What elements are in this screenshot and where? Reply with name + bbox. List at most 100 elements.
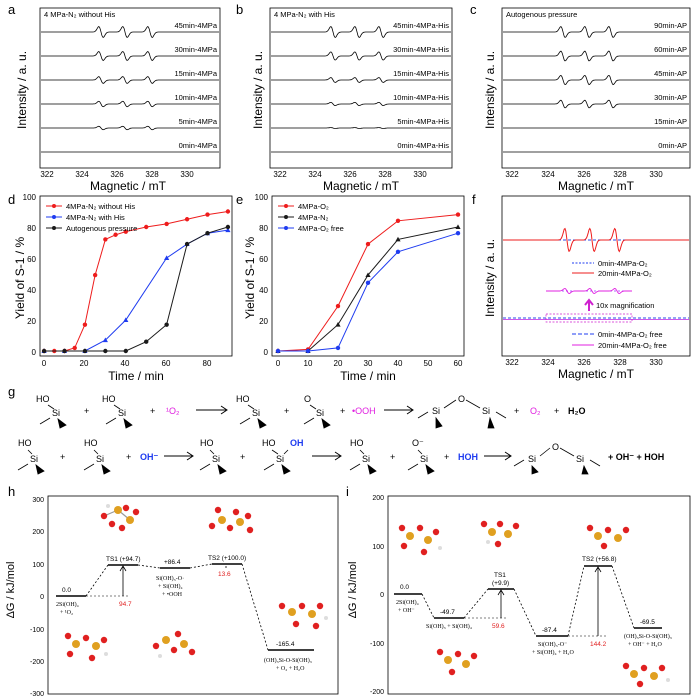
i-ytick-0: 0	[380, 592, 384, 599]
epr-trace-label: 0min-4MPa-His	[397, 141, 449, 150]
i-molecule-int1	[436, 648, 478, 676]
h-barrier-1: 94.7	[119, 601, 132, 608]
silanol-bonds	[17, 449, 45, 475]
data-point	[164, 221, 169, 227]
silanol-1: HO Si	[36, 394, 67, 429]
epr-trace	[41, 76, 219, 84]
i-ts1-value: (+9.9)	[492, 580, 509, 587]
panel-letter-g: g	[8, 384, 15, 399]
legend-label: 4MPa-N₂	[298, 213, 329, 222]
data-point	[113, 232, 118, 237]
legend-marker	[52, 226, 56, 230]
data-point	[184, 217, 190, 222]
panel-f-xtick-330: 330	[649, 358, 663, 367]
epr-trace	[271, 51, 451, 61]
panel-f-xtick-322: 322	[505, 358, 519, 367]
panel-d-xtick-60: 60	[162, 359, 171, 368]
i-ytick-200: 200	[372, 495, 384, 502]
epr-trace-label: 60min-AP	[654, 45, 687, 54]
panel-e-ytick-20: 20	[259, 317, 268, 326]
h-ts2-label: TS2 (+100.0)	[208, 555, 246, 562]
h-prod-label: -165.4	[276, 641, 295, 648]
h-ytick-minus300: -300	[30, 691, 44, 698]
i-ytick-minus200: -200	[370, 689, 384, 696]
o-label: O	[458, 394, 465, 404]
si-label: Si	[576, 454, 584, 464]
panel-e-ytick-60: 60	[259, 255, 268, 264]
si-label: Si	[432, 406, 440, 416]
ho-label: HO	[18, 438, 32, 448]
panel-c-xtick-330: 330	[649, 170, 663, 179]
pentacoord-bonds	[263, 449, 291, 475]
silanol-bonds	[239, 404, 267, 429]
epr-trace	[271, 26, 451, 38]
panel-f-frame	[501, 195, 691, 357]
o-label: O	[552, 442, 559, 452]
plus-3: +	[284, 406, 289, 416]
h-molecule-int	[152, 630, 196, 658]
panel-d-ytick-100: 100	[23, 193, 37, 202]
epr-trace	[271, 77, 451, 83]
panel-e-frame	[271, 195, 465, 357]
i-species-int1: Si(OH)₃ + Si(OH)₄	[426, 623, 472, 630]
ho-label: HO	[84, 438, 98, 448]
panel-c-xlabel: Magnetic / mT	[558, 179, 635, 193]
epr-trace	[503, 50, 689, 62]
h-molecule-ts2	[208, 506, 254, 534]
data-point	[205, 212, 210, 217]
water-product: H₂O	[568, 406, 586, 416]
o-label: O	[304, 394, 311, 404]
epr-trace-label: 15min-AP	[654, 117, 687, 126]
panel-d-xlabel: Time / min	[108, 369, 164, 383]
panel-c-xtick-326: 326	[577, 170, 591, 179]
data-point	[123, 317, 129, 322]
data-point	[395, 249, 401, 254]
panel-d-xtick-0: 0	[42, 359, 47, 368]
si-label: Si	[482, 406, 490, 416]
silanol-d: HO Si	[349, 438, 377, 475]
panel-f-xtick-328: 328	[613, 358, 627, 367]
singlet-oxygen: ¹O₂	[166, 406, 180, 416]
panel-f-xtick-324: 324	[541, 358, 555, 367]
i-molecule-reactant	[398, 524, 442, 556]
plus-b: +	[126, 452, 131, 462]
panel-letter-b: b	[236, 2, 243, 17]
h-ytick-100: 100	[32, 562, 44, 569]
ho-label: HO	[200, 438, 214, 448]
data-point	[62, 348, 67, 354]
i-ts2-label: TS2 (+56.8)	[582, 556, 617, 563]
f-trace-20min-o2-free-magnified	[546, 288, 632, 294]
legend-marker	[284, 204, 288, 208]
epr-trace	[41, 125, 219, 131]
h-species-int-3: + •OOH	[162, 592, 183, 598]
data-point	[164, 322, 169, 327]
silanol-c: HO Si	[199, 438, 227, 475]
epr-trace-label: 45min-4MPa-His	[393, 21, 449, 30]
ho-label: HO	[102, 394, 116, 404]
epr-trace-label: 5min-4MPa-His	[397, 117, 449, 126]
epr-trace	[41, 50, 219, 61]
panel-d-xtick-80: 80	[203, 359, 212, 368]
epr-trace	[41, 25, 219, 39]
h-species-int: Si(OH)₃-O·	[156, 575, 184, 582]
i-int1-label: -49.7	[440, 609, 455, 616]
panel-letter-f: f	[472, 192, 476, 207]
h-molecule-ts1	[100, 504, 140, 532]
silanol-bonds	[39, 404, 67, 429]
scheme-row-2: HO Si + HO Si + OH⁻ HO Si + HO OH Si	[17, 438, 664, 475]
epr-trace-label: 0min-4MPa	[179, 141, 218, 150]
siloxane-1: Si O Si	[417, 394, 507, 429]
data-point	[123, 229, 128, 234]
si-label: Si	[420, 454, 428, 464]
panel-g: g HO Si + HO Si + ¹O₂ HO Si +	[8, 384, 664, 475]
panel-e-xtick-0: 0	[276, 359, 281, 368]
i-species-int2-2: + Si(OH)₄ + H₂O	[532, 649, 574, 656]
h-species-int-2: + Si(OH)₄	[158, 583, 183, 590]
plus-a: +	[60, 452, 65, 462]
data-point	[455, 224, 461, 229]
panel-b-xtick-330: 330	[413, 170, 427, 179]
panel-e-xtick-10: 10	[304, 359, 313, 368]
silanol-3: HO Si	[236, 394, 267, 429]
h-ytick-minus100: -100	[30, 627, 44, 634]
